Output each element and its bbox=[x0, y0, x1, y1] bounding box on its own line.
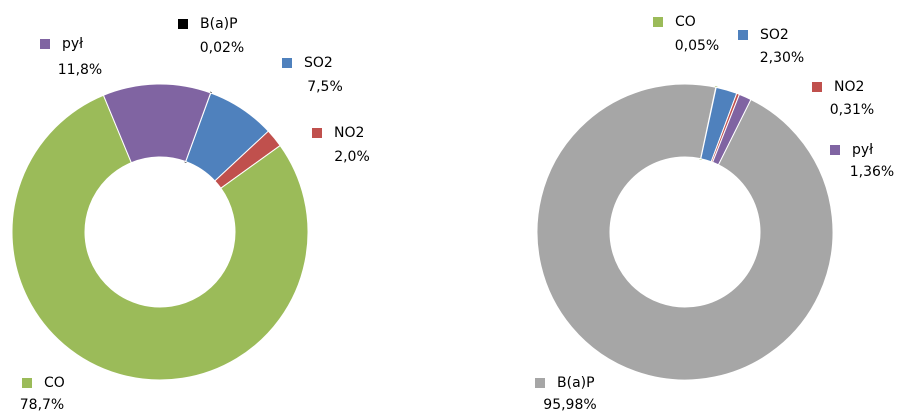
legend-swatch bbox=[535, 378, 545, 388]
legend-swatch bbox=[312, 128, 322, 138]
category-label: NO2 bbox=[334, 125, 364, 141]
legend-swatch bbox=[178, 19, 188, 29]
category-label: CO bbox=[44, 375, 65, 391]
value-label: 11,8% bbox=[58, 62, 102, 78]
category-label: pył bbox=[852, 142, 873, 158]
category-label: pył bbox=[62, 36, 83, 52]
category-label: CO bbox=[675, 14, 696, 30]
legend-swatch bbox=[830, 145, 840, 155]
legend-swatch bbox=[653, 17, 663, 27]
category-label: B(a)P bbox=[557, 375, 595, 391]
donut-slice bbox=[536, 83, 834, 381]
category-label: SO2 bbox=[304, 55, 333, 71]
value-label: 0,02% bbox=[200, 40, 244, 56]
legend-swatch bbox=[40, 39, 50, 49]
value-label: 0,05% bbox=[675, 38, 719, 54]
value-label: 7,5% bbox=[307, 79, 343, 95]
value-label: 2,0% bbox=[334, 149, 370, 165]
category-label: SO2 bbox=[760, 27, 789, 43]
donut-slice bbox=[102, 83, 212, 164]
value-label: 95,98% bbox=[543, 397, 596, 413]
category-label: NO2 bbox=[834, 79, 864, 95]
value-label: 0,31% bbox=[830, 102, 874, 118]
legend-swatch bbox=[738, 30, 748, 40]
donut-slice bbox=[11, 94, 309, 381]
legend-swatch bbox=[812, 82, 822, 92]
category-label: B(a)P bbox=[200, 16, 238, 32]
legend-swatch bbox=[282, 58, 292, 68]
value-label: 1,36% bbox=[850, 164, 894, 180]
value-label: 78,7% bbox=[20, 397, 64, 413]
legend-swatch bbox=[22, 378, 32, 388]
value-label: 2,30% bbox=[760, 50, 804, 66]
